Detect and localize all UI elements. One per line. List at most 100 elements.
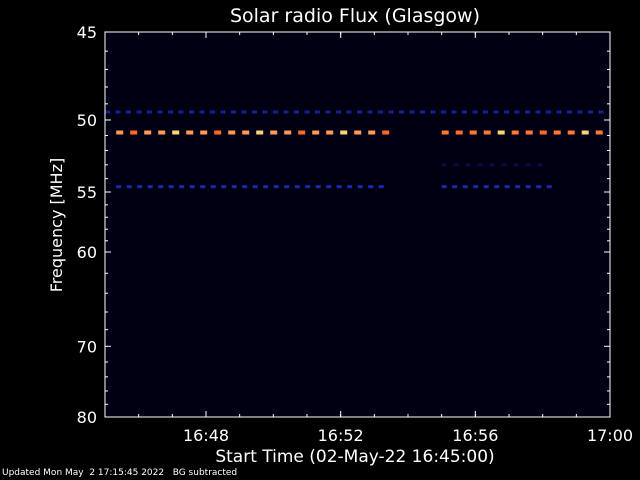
band-segment (598, 110, 604, 114)
band-segment (515, 185, 521, 189)
band-segment (368, 185, 374, 189)
spectrogram-layer (105, 110, 604, 189)
band-segment (144, 130, 152, 135)
band-segment (116, 185, 122, 189)
band-segment (462, 185, 468, 189)
band-segment (252, 185, 258, 189)
band-segment (420, 110, 425, 114)
band-segment (451, 110, 457, 114)
band-segment (514, 110, 520, 114)
x-tick-label: 16:52 (318, 426, 364, 445)
band-segment (298, 130, 306, 135)
band-segment (494, 185, 500, 189)
band-segment (472, 110, 478, 114)
band-segment (105, 110, 110, 114)
update-timestamp: Updated Mon May 2 17:15:45 2022 (2, 468, 165, 478)
band-strong-0 (116, 130, 390, 135)
band-segment (489, 163, 495, 167)
plot-area (105, 32, 610, 417)
band-segment (168, 110, 173, 114)
x-axis-label: Start Time (02-May-22 16:45:00) (215, 447, 494, 467)
band-segment (340, 130, 348, 135)
band-segment (284, 185, 290, 189)
band-segment (315, 185, 321, 189)
band-segment (273, 185, 279, 189)
band-segment (147, 185, 153, 189)
band-segment (577, 110, 583, 114)
band-segment (326, 185, 332, 189)
band-segment (270, 130, 278, 135)
band-segment (430, 110, 436, 114)
y-tick-label: 45 (77, 23, 97, 42)
band-segment (130, 130, 138, 135)
band-segment (199, 110, 205, 114)
band-segment (493, 110, 499, 114)
band-segment (504, 185, 510, 189)
band-segment (168, 185, 174, 189)
band-segment (147, 110, 152, 114)
band-segment (477, 163, 483, 167)
band-segment (441, 163, 447, 167)
band-segment (231, 185, 237, 189)
band-segment (178, 110, 184, 114)
band-segment (294, 110, 299, 114)
band-segment (214, 130, 222, 135)
x-tick-label: 16:48 (183, 426, 229, 445)
band-segment (567, 110, 572, 114)
band-segment (357, 110, 362, 114)
band-segment (368, 130, 376, 135)
y-tick-label: 55 (77, 183, 97, 202)
band-strong-1 (441, 130, 603, 135)
y-axis-label: Frequency [MHz] (47, 158, 66, 292)
band-segment (231, 110, 236, 114)
band-segment (357, 185, 363, 189)
band-segment (546, 110, 551, 114)
band-segment (483, 130, 491, 135)
band-segment (179, 185, 185, 189)
band-segment (441, 130, 449, 135)
band-segment (158, 185, 164, 189)
band-segment (535, 110, 541, 114)
band-segment (382, 130, 390, 135)
band-segment (367, 110, 373, 114)
y-axis-ticks: 45 50 55 60 70 80 (77, 23, 610, 427)
band-segment (200, 185, 206, 189)
band-segment (483, 185, 489, 189)
band-segment (158, 130, 166, 135)
band-segment (441, 110, 446, 114)
band-segment (220, 110, 226, 114)
band-segment (452, 185, 458, 189)
band-segment (325, 110, 331, 114)
y-tick-label: 80 (77, 408, 97, 427)
x-tick-label: 17:00 (587, 426, 633, 445)
band-segment (462, 110, 467, 114)
band-segment (126, 110, 131, 114)
band-segment (312, 130, 320, 135)
band-faint-5 (441, 163, 543, 167)
y-tick-label: 70 (77, 337, 97, 356)
band-segment (336, 110, 341, 114)
band-segment (221, 185, 227, 189)
band-segment (525, 130, 533, 135)
band-segment (556, 110, 562, 114)
band-segment (378, 185, 384, 189)
band-segment (455, 130, 463, 135)
band-segment (347, 185, 353, 189)
band-segment (399, 110, 404, 114)
band-segment (283, 110, 289, 114)
footer-status: Updated Mon May 2 17:15:45 2022 BG subtr… (2, 468, 237, 479)
chart-title: Solar radio Flux (Glasgow) (230, 5, 480, 27)
band-segment (241, 110, 247, 114)
band-segment (497, 130, 505, 135)
band-segment (536, 185, 542, 189)
plot-frame (104, 31, 611, 418)
bg-subtracted-note: BG subtracted (172, 468, 238, 478)
band-segment (378, 110, 383, 114)
band-segment (252, 110, 257, 114)
band-segment (326, 130, 334, 135)
band-segment (200, 130, 208, 135)
band-segment (473, 185, 479, 189)
band-segment (210, 110, 215, 114)
band-segment (126, 185, 132, 189)
plot-background (105, 32, 610, 417)
